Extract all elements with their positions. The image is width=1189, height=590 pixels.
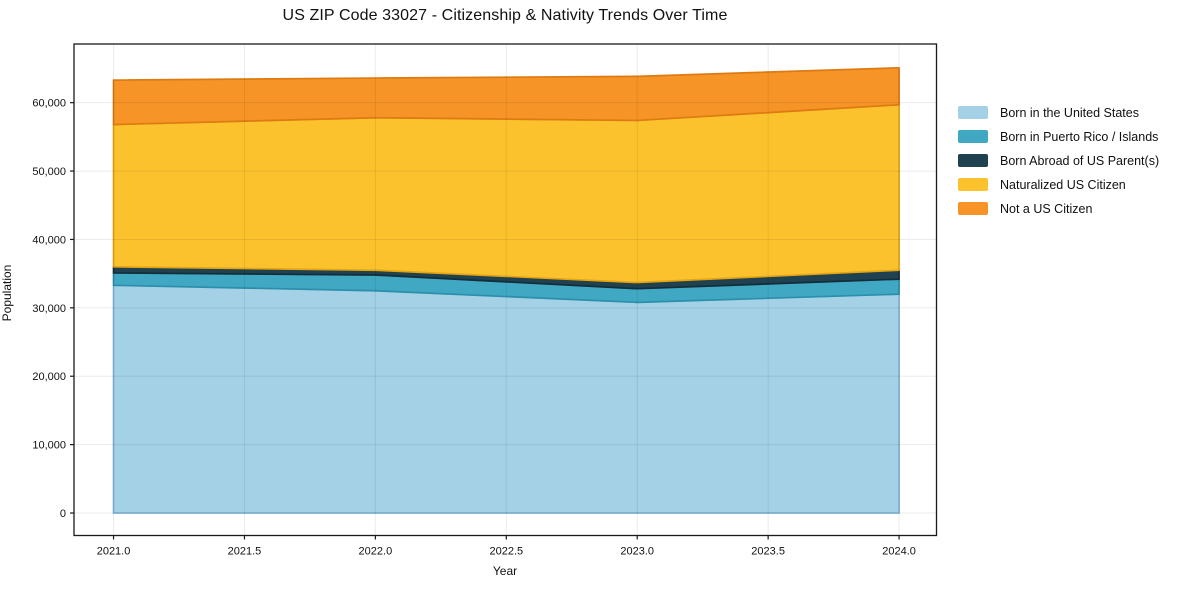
stacked-areas	[112, 66, 900, 514]
legend-swatch-born-in-the-united-states	[958, 106, 988, 119]
legend-item-born-in-puerto-rico-islands: Born in Puerto Rico / Islands	[958, 129, 1159, 144]
legend-label: Born in the United States	[1000, 105, 1139, 120]
legend-swatch-born-in-puerto-rico-islands	[958, 130, 988, 143]
axis-ticks: 0 10,000 20,000 30,000 40,000 50,000 60,000 202…	[32, 98, 916, 558]
x-tick-label: 2022.0	[359, 546, 393, 558]
x-axis-label: Year	[492, 564, 518, 578]
chart-title: US ZIP Code 33027 - Citizenship & Nativi…	[282, 7, 728, 24]
legend-item-naturalized-us-citizen: Naturalized US Citizen	[958, 177, 1159, 192]
y-tick-label: 60,000	[32, 98, 66, 110]
x-tick-label: 2021.0	[97, 546, 131, 558]
x-tick-label: 2021.5	[228, 546, 262, 558]
legend-label: Not a US Citizen	[1000, 201, 1093, 216]
y-tick-label: 50,000	[32, 166, 66, 178]
area-not-a-us-citizen	[112, 66, 900, 126]
legend-label: Naturalized US Citizen	[1000, 177, 1126, 192]
legend-label: Born Abroad of US Parent(s)	[1000, 153, 1160, 168]
x-tick-label: 2023.5	[751, 546, 785, 558]
x-tick-label: 2023.0	[620, 546, 654, 558]
legend-label: Born in Puerto Rico / Islands	[1000, 129, 1159, 144]
legend: Born in the United States Born in Puerto …	[958, 105, 1160, 216]
legend-item-born-in-the-united-states: Born in the United States	[958, 105, 1159, 120]
legend-swatch-naturalized-us-citizen	[958, 178, 988, 191]
plot-border	[73, 43, 938, 537]
y-tick-label: 20,000	[32, 371, 66, 383]
y-tick-label: 0	[60, 508, 66, 520]
legend-item-not-a-us-citizen: Not a US Citizen	[958, 201, 1159, 216]
legend-swatch-not-a-us-citizen	[958, 202, 988, 215]
y-tick-label: 40,000	[32, 234, 66, 246]
legend-swatch-born-abroad-of-us-parent-s	[958, 154, 988, 167]
y-tick-label: 10,000	[32, 440, 66, 452]
x-tick-label: 2022.5	[489, 546, 523, 558]
gridlines	[74, 44, 937, 536]
y-tick-label: 30,000	[32, 303, 66, 315]
y-axis-label: Population	[0, 264, 14, 322]
legend-item-born-abroad-of-us-parent-s: Born Abroad of US Parent(s)	[958, 153, 1160, 168]
x-tick-label: 2024.0	[882, 546, 916, 558]
